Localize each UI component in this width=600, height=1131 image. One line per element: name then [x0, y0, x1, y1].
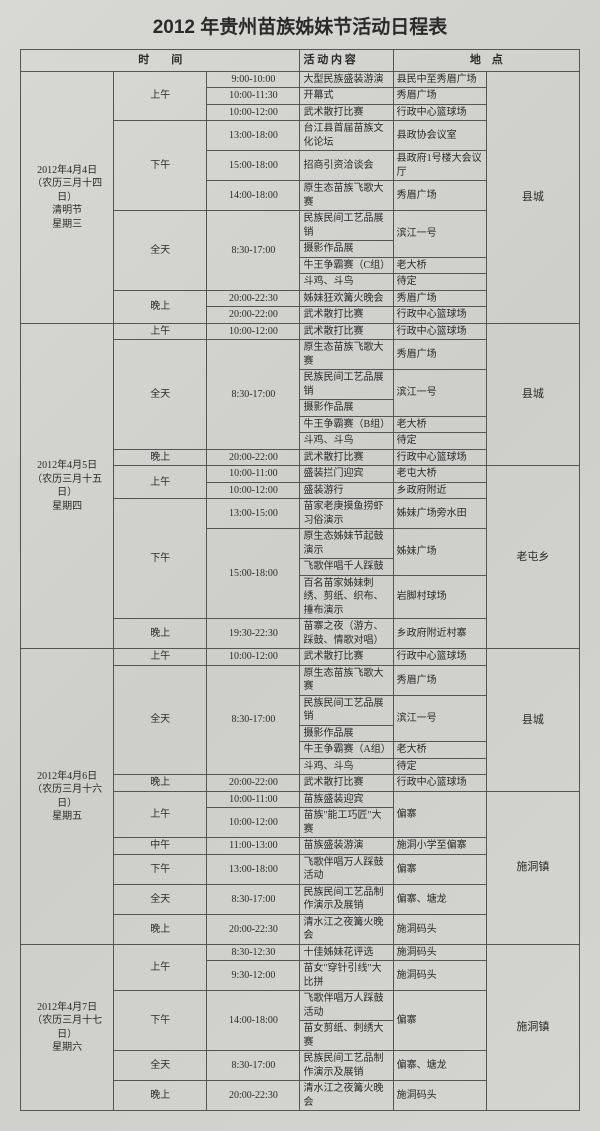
table-row: 2012年4月4日（农历三月十四日）清明节星期三上午9:00-10:00大型民族…	[21, 71, 580, 88]
table-row: 2012年4月7日（农历三月十七日）星期六上午8:30-12:30十佳姊妹花评选…	[21, 944, 580, 961]
header-row: 时 间 活 动 内 容 地 点	[21, 50, 580, 72]
col-time: 时 间	[21, 50, 300, 72]
table-row: 2012年4月5日（农历三月十五日）星期四上午10:00-12:00武术散打比赛…	[21, 323, 580, 340]
date-cell: 2012年4月7日（农历三月十七日）星期六	[21, 944, 114, 1111]
region-cell: 县城	[486, 649, 579, 792]
page-title: 2012 年贵州苗族姊妹节活动日程表	[20, 12, 580, 39]
region-cell: 施洞镇	[486, 791, 579, 944]
date-cell: 2012年4月4日（农历三月十四日）清明节星期三	[21, 71, 114, 323]
region-cell: 县城	[486, 323, 579, 466]
col-activity: 活 动 内 容	[300, 50, 393, 72]
region-cell: 县城	[486, 71, 579, 323]
schedule-table: 时 间 活 动 内 容 地 点 2012年4月4日（农历三月十四日）清明节星期三…	[20, 49, 580, 1111]
table-row: 2012年4月6日（农历三月十六日）星期五上午10:00-12:00武术散打比赛…	[21, 649, 580, 666]
col-place: 地 点	[393, 50, 579, 72]
date-cell: 2012年4月6日（农历三月十六日）星期五	[21, 649, 114, 945]
region-cell: 老屯乡	[486, 466, 579, 649]
region-cell: 施洞镇	[486, 944, 579, 1111]
date-cell: 2012年4月5日（农历三月十五日）星期四	[21, 323, 114, 649]
